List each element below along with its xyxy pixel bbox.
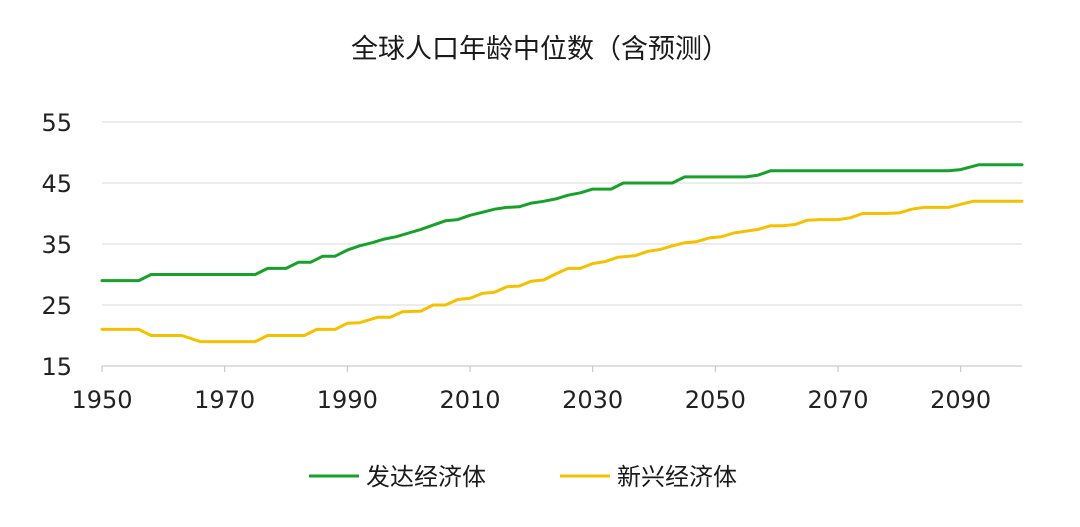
x-tick-label-2050: 2050 — [685, 386, 746, 414]
y-tick-label-25: 25 — [41, 292, 72, 320]
x-tick-label-2090: 2090 — [930, 386, 991, 414]
series-line-developed — [100, 163, 1024, 283]
x-tick-label-2070: 2070 — [807, 386, 868, 414]
x-tick-label-1990: 1990 — [317, 386, 378, 414]
legend-label-emerging: 新兴经济体 — [617, 463, 737, 491]
y-tick-label-35: 35 — [41, 231, 72, 259]
chart-title: 全球人口年龄中位数（含预测） — [351, 34, 729, 65]
x-tick-label-1950: 1950 — [71, 386, 132, 414]
y-tick-label-15: 15 — [41, 353, 72, 381]
y-tick-label-45: 45 — [41, 170, 72, 198]
x-tick-label-2030: 2030 — [562, 386, 623, 414]
x-tick-label-2010: 2010 — [439, 386, 500, 414]
grid-lines — [102, 121, 1022, 367]
y-tick-label-55: 55 — [41, 109, 72, 137]
y-axis-ticks: 15 25 35 45 55 — [41, 109, 72, 381]
legend-label-developed: 发达经济体 — [366, 463, 486, 491]
series-line-emerging — [100, 199, 1024, 344]
x-tick-label-1970: 1970 — [194, 386, 255, 414]
series-lines — [100, 163, 1024, 344]
legend: 发达经济体 新兴经济体 — [309, 463, 737, 491]
x-axis-ticks: 1950 1970 1990 2010 2030 2050 2070 2090 — [71, 366, 991, 414]
